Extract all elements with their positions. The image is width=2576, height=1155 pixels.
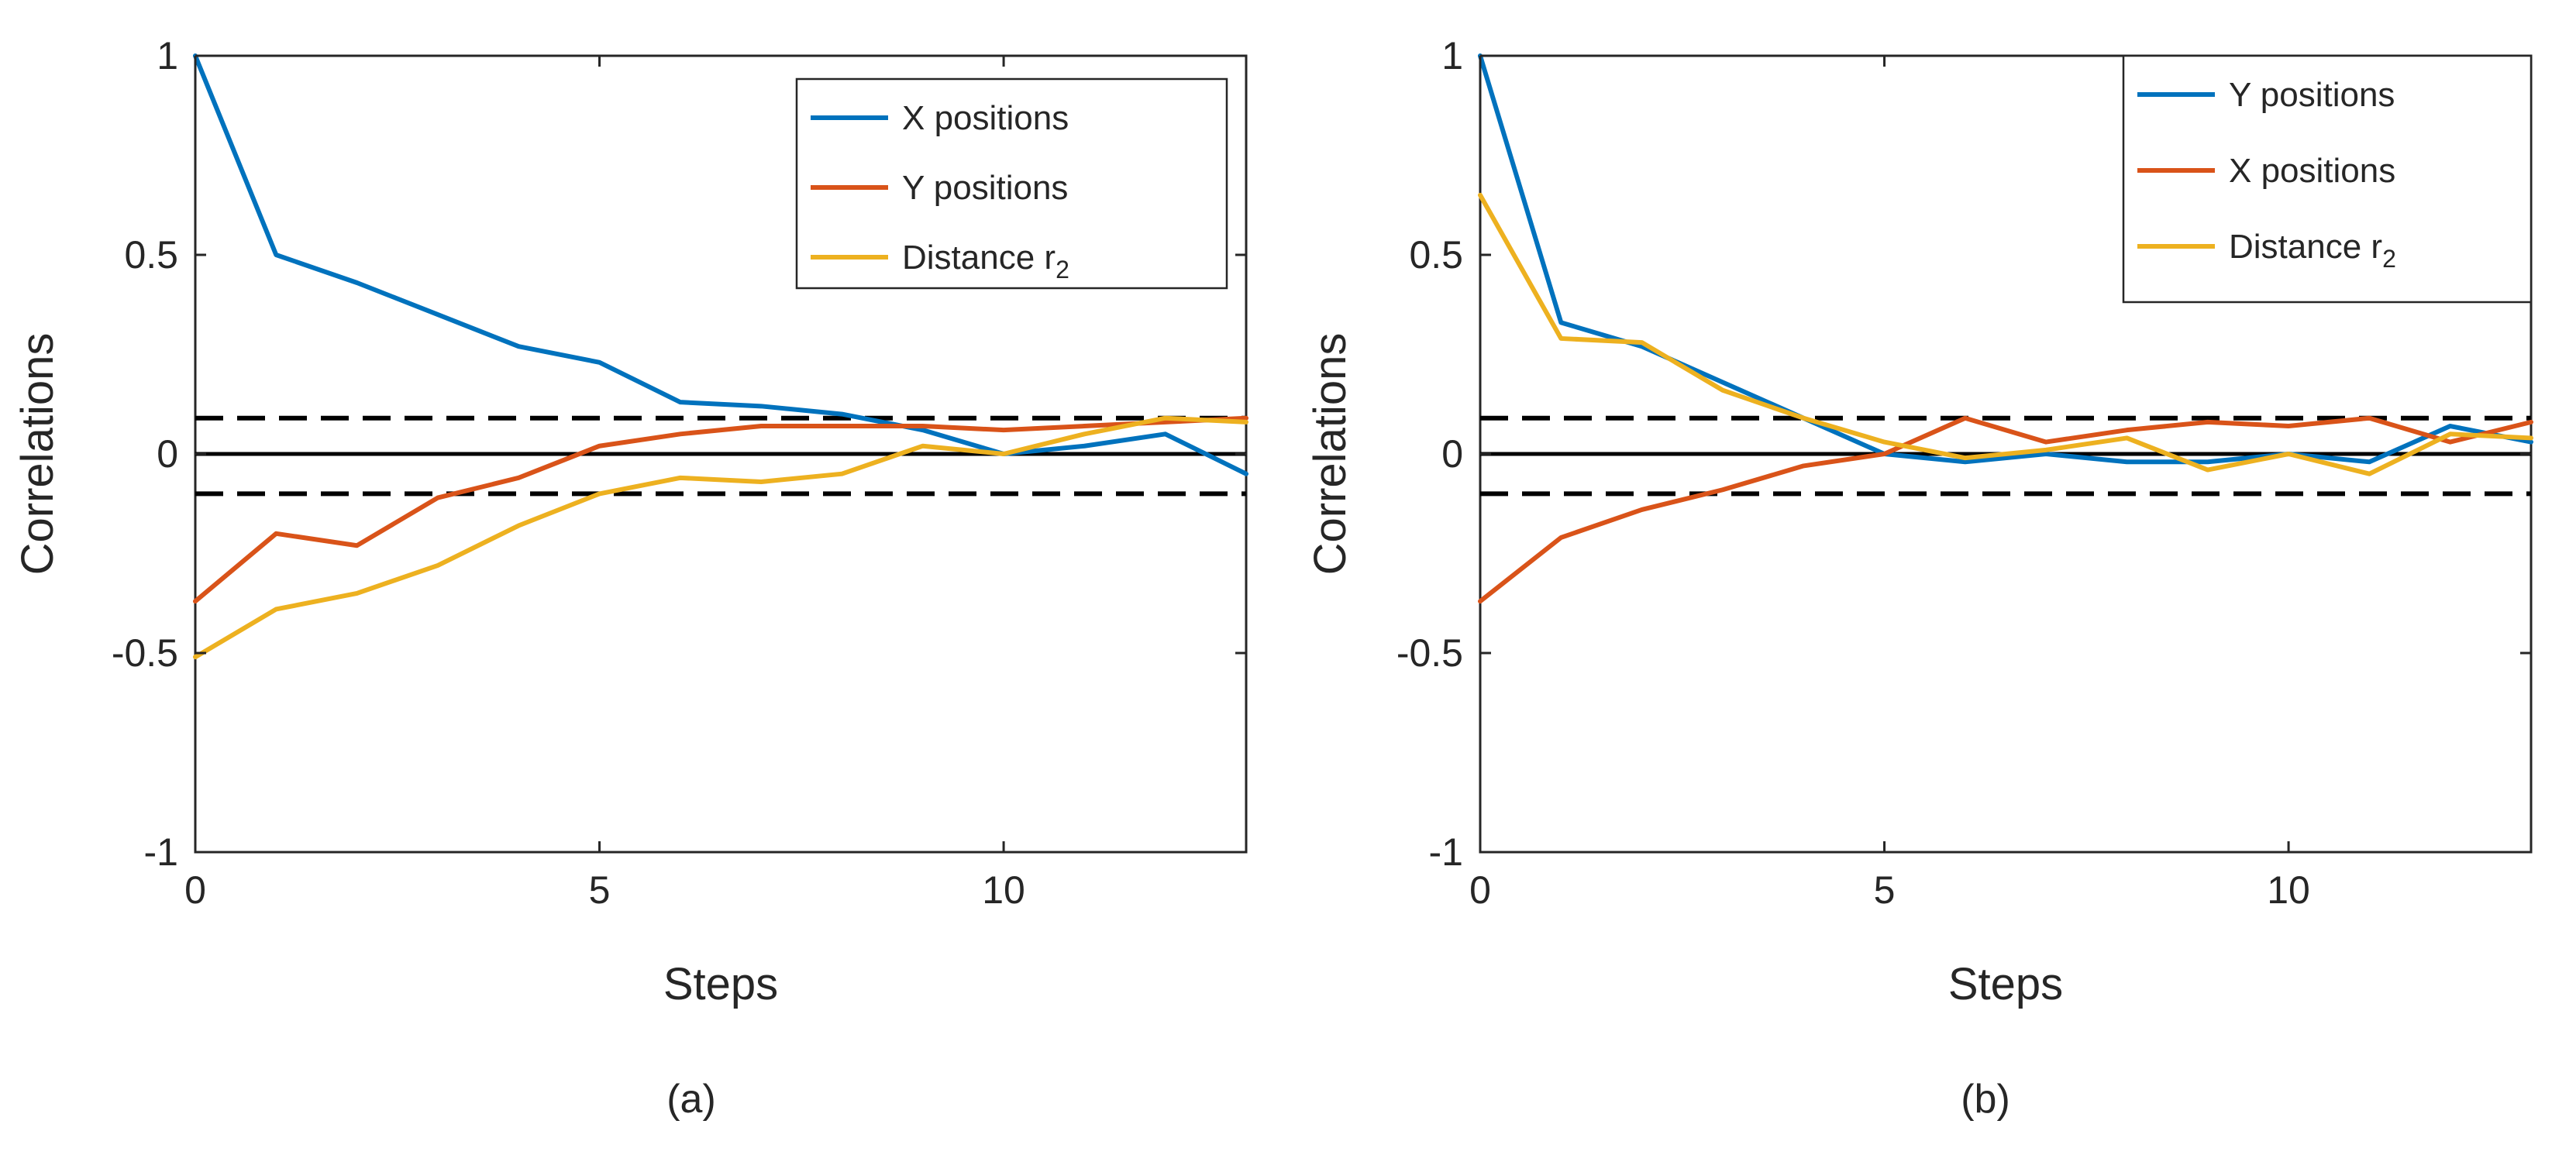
legend: Y positions X positions Distance r2 [2122, 54, 2533, 304]
x-axis-label: Steps [663, 959, 778, 1009]
legend-label-distance-r2: Distance r2 [902, 239, 1069, 284]
legend-label-x-positions: X positions [902, 99, 1069, 137]
series-line-x-positions [1478, 415, 2533, 604]
y-tick-label: 0 [1441, 432, 1463, 476]
y-tick-label: 0 [157, 432, 178, 476]
x-tick-label: 0 [184, 868, 206, 912]
y-tick-label: -0.5 [1396, 631, 1463, 675]
y-tick-label: -1 [144, 830, 178, 874]
x-tick-label: 0 [1469, 868, 1491, 912]
axis-ticks: 0 5 10 -1 -0.5 0 0.5 1 [112, 34, 1246, 912]
reference-lines [195, 415, 1246, 497]
axis-ticks: 0 5 10 -1 -0.5 0 0.5 1 [1396, 34, 2531, 912]
y-tick-label: 1 [157, 34, 178, 77]
x-axis-label: Steps [1948, 959, 2063, 1009]
series-line-x-positions [193, 53, 1248, 476]
x-tick-label: 10 [982, 868, 1025, 912]
y-tick-label: 0.5 [124, 233, 178, 277]
legend-box [795, 77, 1228, 290]
panel-b: 0 5 10 -1 -0.5 0 0.5 1 Y positions X positions Di… [1305, 34, 2533, 1122]
x-tick-label: 10 [2267, 868, 2310, 912]
legend-label-y-positions: Y positions [902, 169, 1068, 207]
panel-a: 0 5 10 -1 -0.5 0 0.5 1 X positions Y positions Di… [12, 34, 1248, 1122]
panel-caption: (a) [666, 1077, 716, 1122]
legend-label-x-positions: X positions [2229, 152, 2395, 190]
y-tick-label: 0.5 [1409, 233, 1463, 277]
legend-label-y-positions: Y positions [2229, 76, 2395, 114]
x-tick-label: 5 [1874, 868, 1896, 912]
series-lines [193, 53, 1248, 660]
y-tick-label: 1 [1441, 34, 1463, 77]
series-line-y-positions [193, 415, 1248, 604]
y-axis-label: Correlations [12, 333, 63, 576]
y-tick-label: -0.5 [112, 631, 178, 675]
series-line-distance-r2 [1478, 192, 2533, 476]
series-line-distance-r2 [193, 415, 1248, 660]
legend: X positions Y positions Distance r2 [795, 77, 1228, 290]
series-lines [1478, 53, 2533, 604]
x-tick-label: 5 [589, 868, 611, 912]
panel-caption: (b) [1961, 1077, 2010, 1122]
legend-label-distance-r2: Distance r2 [2229, 228, 2396, 273]
y-axis-label: Correlations [1305, 333, 1355, 576]
y-tick-label: -1 [1429, 830, 1463, 874]
